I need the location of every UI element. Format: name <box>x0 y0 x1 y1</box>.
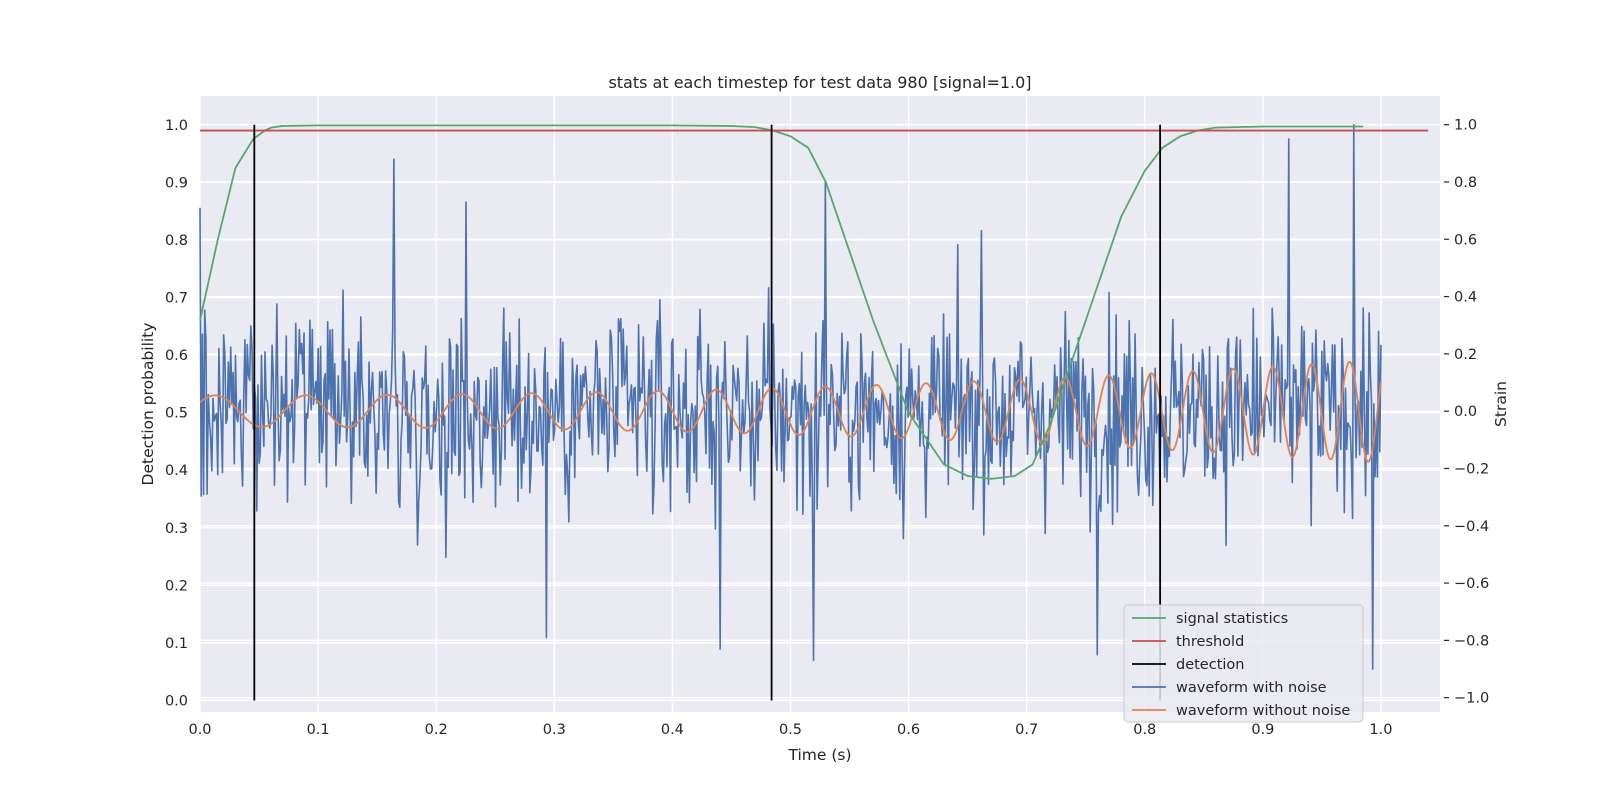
x-tick-label: 0.6 <box>897 722 920 738</box>
legend-box <box>1123 604 1364 723</box>
left-y-tick-label: 0.4 <box>165 463 188 479</box>
x-tick-label: 0.3 <box>543 722 566 738</box>
right-y-axis-title: Strain <box>1492 381 1510 427</box>
chart-title: stats at each timestep for test data 980… <box>608 73 1031 92</box>
right-y-tick-label: 0.6 <box>1454 232 1477 248</box>
left-y-tick-label: 0.9 <box>165 175 188 191</box>
signal-statistics-line <box>199 124 1364 480</box>
left-y-tick-label: 0.8 <box>165 233 188 249</box>
x-tick-label: 0.7 <box>1015 722 1038 738</box>
x-axis-title: Time (s) <box>787 746 851 764</box>
right-y-tick-label: −0.4 <box>1454 519 1489 535</box>
x-tick-label: 1.0 <box>1369 722 1392 738</box>
x-tick-label: 0.4 <box>661 722 684 738</box>
x-tick-label: 0.2 <box>425 722 448 738</box>
right-y-tick-label: 0.0 <box>1454 404 1477 420</box>
left-y-tick-label: 0.3 <box>165 521 188 537</box>
waveform-without-noise-line <box>199 360 1382 463</box>
x-axis-ticks: 0.0 0.1 0.2 0.3 0.4 0.5 0.6 0.7 0.8 0.9 1.0 <box>188 722 1392 738</box>
right-y-tick-label: 0.8 <box>1454 175 1477 191</box>
left-y-tick-label: 1.0 <box>165 118 188 134</box>
left-y-tick-label: 0.2 <box>165 578 188 594</box>
right-y-tick-label: −0.2 <box>1454 461 1489 477</box>
right-y-tick-label: 1.0 <box>1454 118 1477 134</box>
waveform-without-noise-series <box>199 360 1382 463</box>
legend-label-threshold: threshold <box>1176 634 1244 650</box>
right-y-tick-label: 0.4 <box>1454 290 1477 306</box>
left-y-axis-ticks: 0.0 0.1 0.2 0.3 0.4 0.5 0.6 0.7 0.8 0.9 1.0 <box>165 118 188 710</box>
legend-label-waveform-without-noise: waveform without noise <box>1176 703 1350 719</box>
legend: signal statistics threshold detection wa… <box>1123 604 1364 723</box>
right-y-tick-label: −1.0 <box>1454 691 1489 707</box>
x-tick-label: 0.5 <box>779 722 802 738</box>
left-y-tick-label: 0.0 <box>165 693 188 709</box>
right-y-axis-ticks: −1.0 −0.8 −0.6 −0.4 −0.2 0.0 0.2 0.4 0.6 0.8 1.0 <box>1444 118 1489 707</box>
right-y-tick-label: −0.8 <box>1454 633 1489 649</box>
signal-statistics-series <box>199 124 1364 480</box>
left-y-tick-label: 0.5 <box>165 406 188 422</box>
legend-label-detection: detection <box>1176 657 1244 673</box>
x-tick-label: 0.9 <box>1251 722 1274 738</box>
left-y-tick-label: 0.1 <box>165 636 188 652</box>
legend-label-waveform-with-noise: waveform with noise <box>1176 680 1327 696</box>
legend-label-signal-statistics: signal statistics <box>1176 611 1288 627</box>
left-y-tick-label: 0.6 <box>165 348 188 364</box>
x-tick-label: 0.0 <box>188 722 211 738</box>
x-tick-label: 0.1 <box>307 722 330 738</box>
right-y-tick-label: 0.2 <box>1454 347 1477 363</box>
left-y-tick-label: 0.7 <box>165 290 188 306</box>
left-y-axis-title: Detection probability <box>139 323 157 486</box>
right-y-tick-label: −0.6 <box>1454 576 1489 592</box>
x-tick-label: 0.8 <box>1133 722 1156 738</box>
